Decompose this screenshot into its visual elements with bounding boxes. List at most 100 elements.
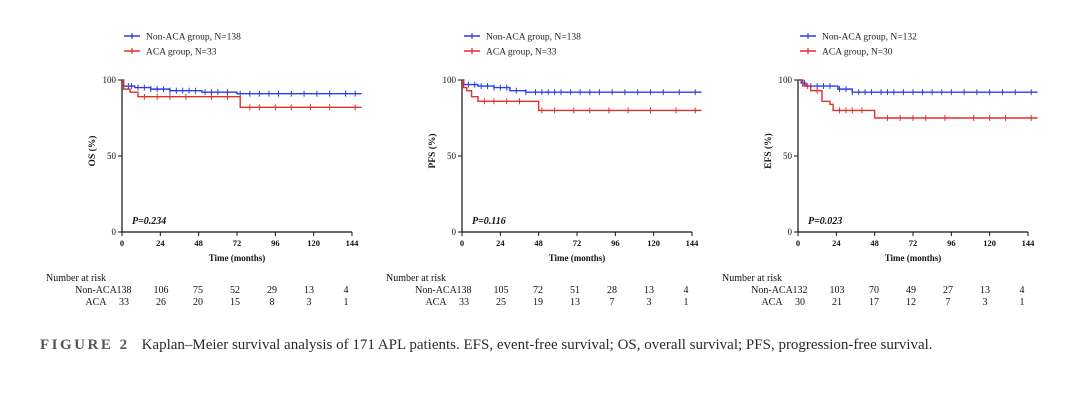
- risk-value: 106: [154, 285, 169, 296]
- y-tick-label: 50: [107, 151, 117, 161]
- risk-value: 7: [946, 297, 951, 308]
- risk-value: 4: [344, 285, 349, 296]
- y-tick-label: 0: [788, 227, 793, 237]
- risk-value: 4: [684, 285, 689, 296]
- risk-value: 25: [496, 297, 506, 308]
- risk-value: 28: [607, 285, 617, 296]
- risk-value: 20: [193, 297, 203, 308]
- survival-curve-non_aca: [798, 79, 1038, 93]
- x-tick-label: 144: [686, 238, 700, 248]
- x-tick-label: 72: [909, 238, 918, 248]
- figure-label: FIGURE 2: [40, 337, 130, 353]
- x-tick-label: 0: [120, 238, 124, 248]
- x-tick-label: 0: [460, 238, 464, 248]
- risk-value: 19: [533, 297, 543, 308]
- risk-value: 1: [344, 297, 349, 308]
- risk-value: 30: [795, 297, 805, 308]
- y-tick-label: 0: [452, 227, 457, 237]
- legend-entry: Non-ACA group, N=138: [146, 33, 241, 43]
- legend-entry: Non-ACA group, N=138: [486, 33, 581, 43]
- x-tick-label: 72: [573, 238, 582, 248]
- risk-value: 13: [304, 285, 314, 296]
- risk-row-label: Non-ACA: [415, 285, 457, 296]
- risk-value: 70: [869, 285, 879, 296]
- x-tick-label: 120: [983, 238, 996, 248]
- figure-caption: FIGURE 2 Kaplan–Meier survival analysis o…: [40, 334, 1040, 356]
- risk-value: 49: [906, 285, 916, 296]
- y-tick-label: 50: [783, 151, 793, 161]
- risk-row-label: ACA: [85, 297, 107, 308]
- p-value: P=0.116: [472, 216, 506, 227]
- y-axis-label: EFS (%): [763, 133, 774, 169]
- risk-value: 27: [943, 285, 953, 296]
- risk-value: 29: [267, 285, 277, 296]
- p-value: P=0.234: [132, 216, 166, 227]
- p-value: P=0.023: [808, 216, 842, 227]
- legend-entry: Non-ACA group, N=132: [822, 33, 917, 43]
- risk-value: 26: [156, 297, 166, 308]
- x-axis-label: Time (months): [885, 253, 942, 263]
- x-axis-label: Time (months): [209, 253, 266, 263]
- risk-value: 132: [793, 285, 808, 296]
- risk-value: 21: [832, 297, 842, 308]
- risk-value: 3: [983, 297, 988, 308]
- risk-row-label: Non-ACA: [751, 285, 793, 296]
- survival-curve-aca: [462, 79, 702, 112]
- risk-row-label: ACA: [425, 297, 447, 308]
- risk-value: 17: [869, 297, 879, 308]
- risk-value: 15: [230, 297, 240, 308]
- survival-curve-non_aca: [122, 79, 362, 95]
- survival-curve-non_aca: [462, 79, 702, 93]
- x-tick-label: 72: [233, 238, 242, 248]
- legend-entry: ACA group, N=33: [146, 48, 217, 58]
- y-axis-label: OS (%): [87, 136, 98, 167]
- risk-value: 13: [980, 285, 990, 296]
- risk-table-title: Number at risk: [722, 273, 782, 284]
- survival-curve-aca: [122, 79, 362, 109]
- x-tick-label: 24: [832, 238, 841, 248]
- y-tick-label: 100: [779, 75, 793, 85]
- x-tick-label: 120: [647, 238, 660, 248]
- risk-value: 103: [830, 285, 845, 296]
- legend-entry: ACA group, N=30: [822, 48, 893, 58]
- x-tick-label: 24: [496, 238, 505, 248]
- x-tick-label: 48: [534, 238, 543, 248]
- risk-value: 1: [1020, 297, 1025, 308]
- x-tick-label: 24: [156, 238, 165, 248]
- y-tick-label: 100: [103, 75, 117, 85]
- y-tick-label: 0: [112, 227, 117, 237]
- x-tick-label: 48: [870, 238, 879, 248]
- risk-value: 1: [684, 297, 689, 308]
- risk-value: 3: [647, 297, 652, 308]
- risk-value: 138: [117, 285, 132, 296]
- risk-value: 13: [570, 297, 580, 308]
- risk-value: 52: [230, 285, 240, 296]
- risk-value: 72: [533, 285, 543, 296]
- x-tick-label: 0: [796, 238, 800, 248]
- y-tick-label: 50: [447, 151, 457, 161]
- x-axis-label: Time (months): [549, 253, 606, 263]
- risk-value: 3: [307, 297, 312, 308]
- risk-table-title: Number at risk: [386, 273, 446, 284]
- risk-value: 4: [1020, 285, 1025, 296]
- risk-value: 13: [644, 285, 654, 296]
- risk-value: 138: [457, 285, 472, 296]
- x-tick-label: 96: [271, 238, 280, 248]
- x-tick-label: 48: [194, 238, 203, 248]
- x-tick-label: 96: [611, 238, 620, 248]
- x-tick-label: 96: [947, 238, 956, 248]
- y-tick-label: 100: [443, 75, 457, 85]
- risk-table-title: Number at risk: [46, 273, 106, 284]
- x-tick-label: 144: [346, 238, 360, 248]
- risk-value: 7: [610, 297, 615, 308]
- x-tick-label: 120: [307, 238, 320, 248]
- risk-row-label: Non-ACA: [75, 285, 117, 296]
- risk-value: 12: [906, 297, 916, 308]
- risk-value: 33: [119, 297, 129, 308]
- risk-value: 51: [570, 285, 580, 296]
- risk-value: 105: [494, 285, 509, 296]
- legend-entry: ACA group, N=33: [486, 48, 557, 58]
